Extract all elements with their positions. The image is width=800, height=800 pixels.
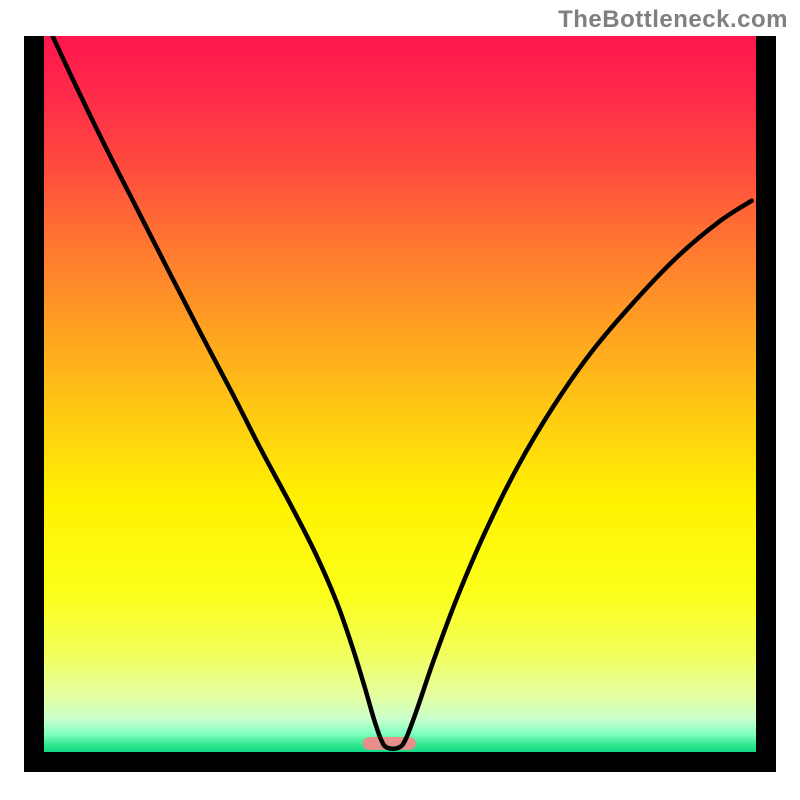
- frame-left: [24, 36, 44, 772]
- frame-right: [756, 36, 776, 772]
- plot-background: [44, 36, 756, 752]
- chart-root: TheBottleneck.com: [0, 0, 800, 800]
- watermark-text: TheBottleneck.com: [558, 6, 788, 34]
- frame-bottom: [24, 752, 776, 772]
- bottleneck-chart: [0, 0, 800, 800]
